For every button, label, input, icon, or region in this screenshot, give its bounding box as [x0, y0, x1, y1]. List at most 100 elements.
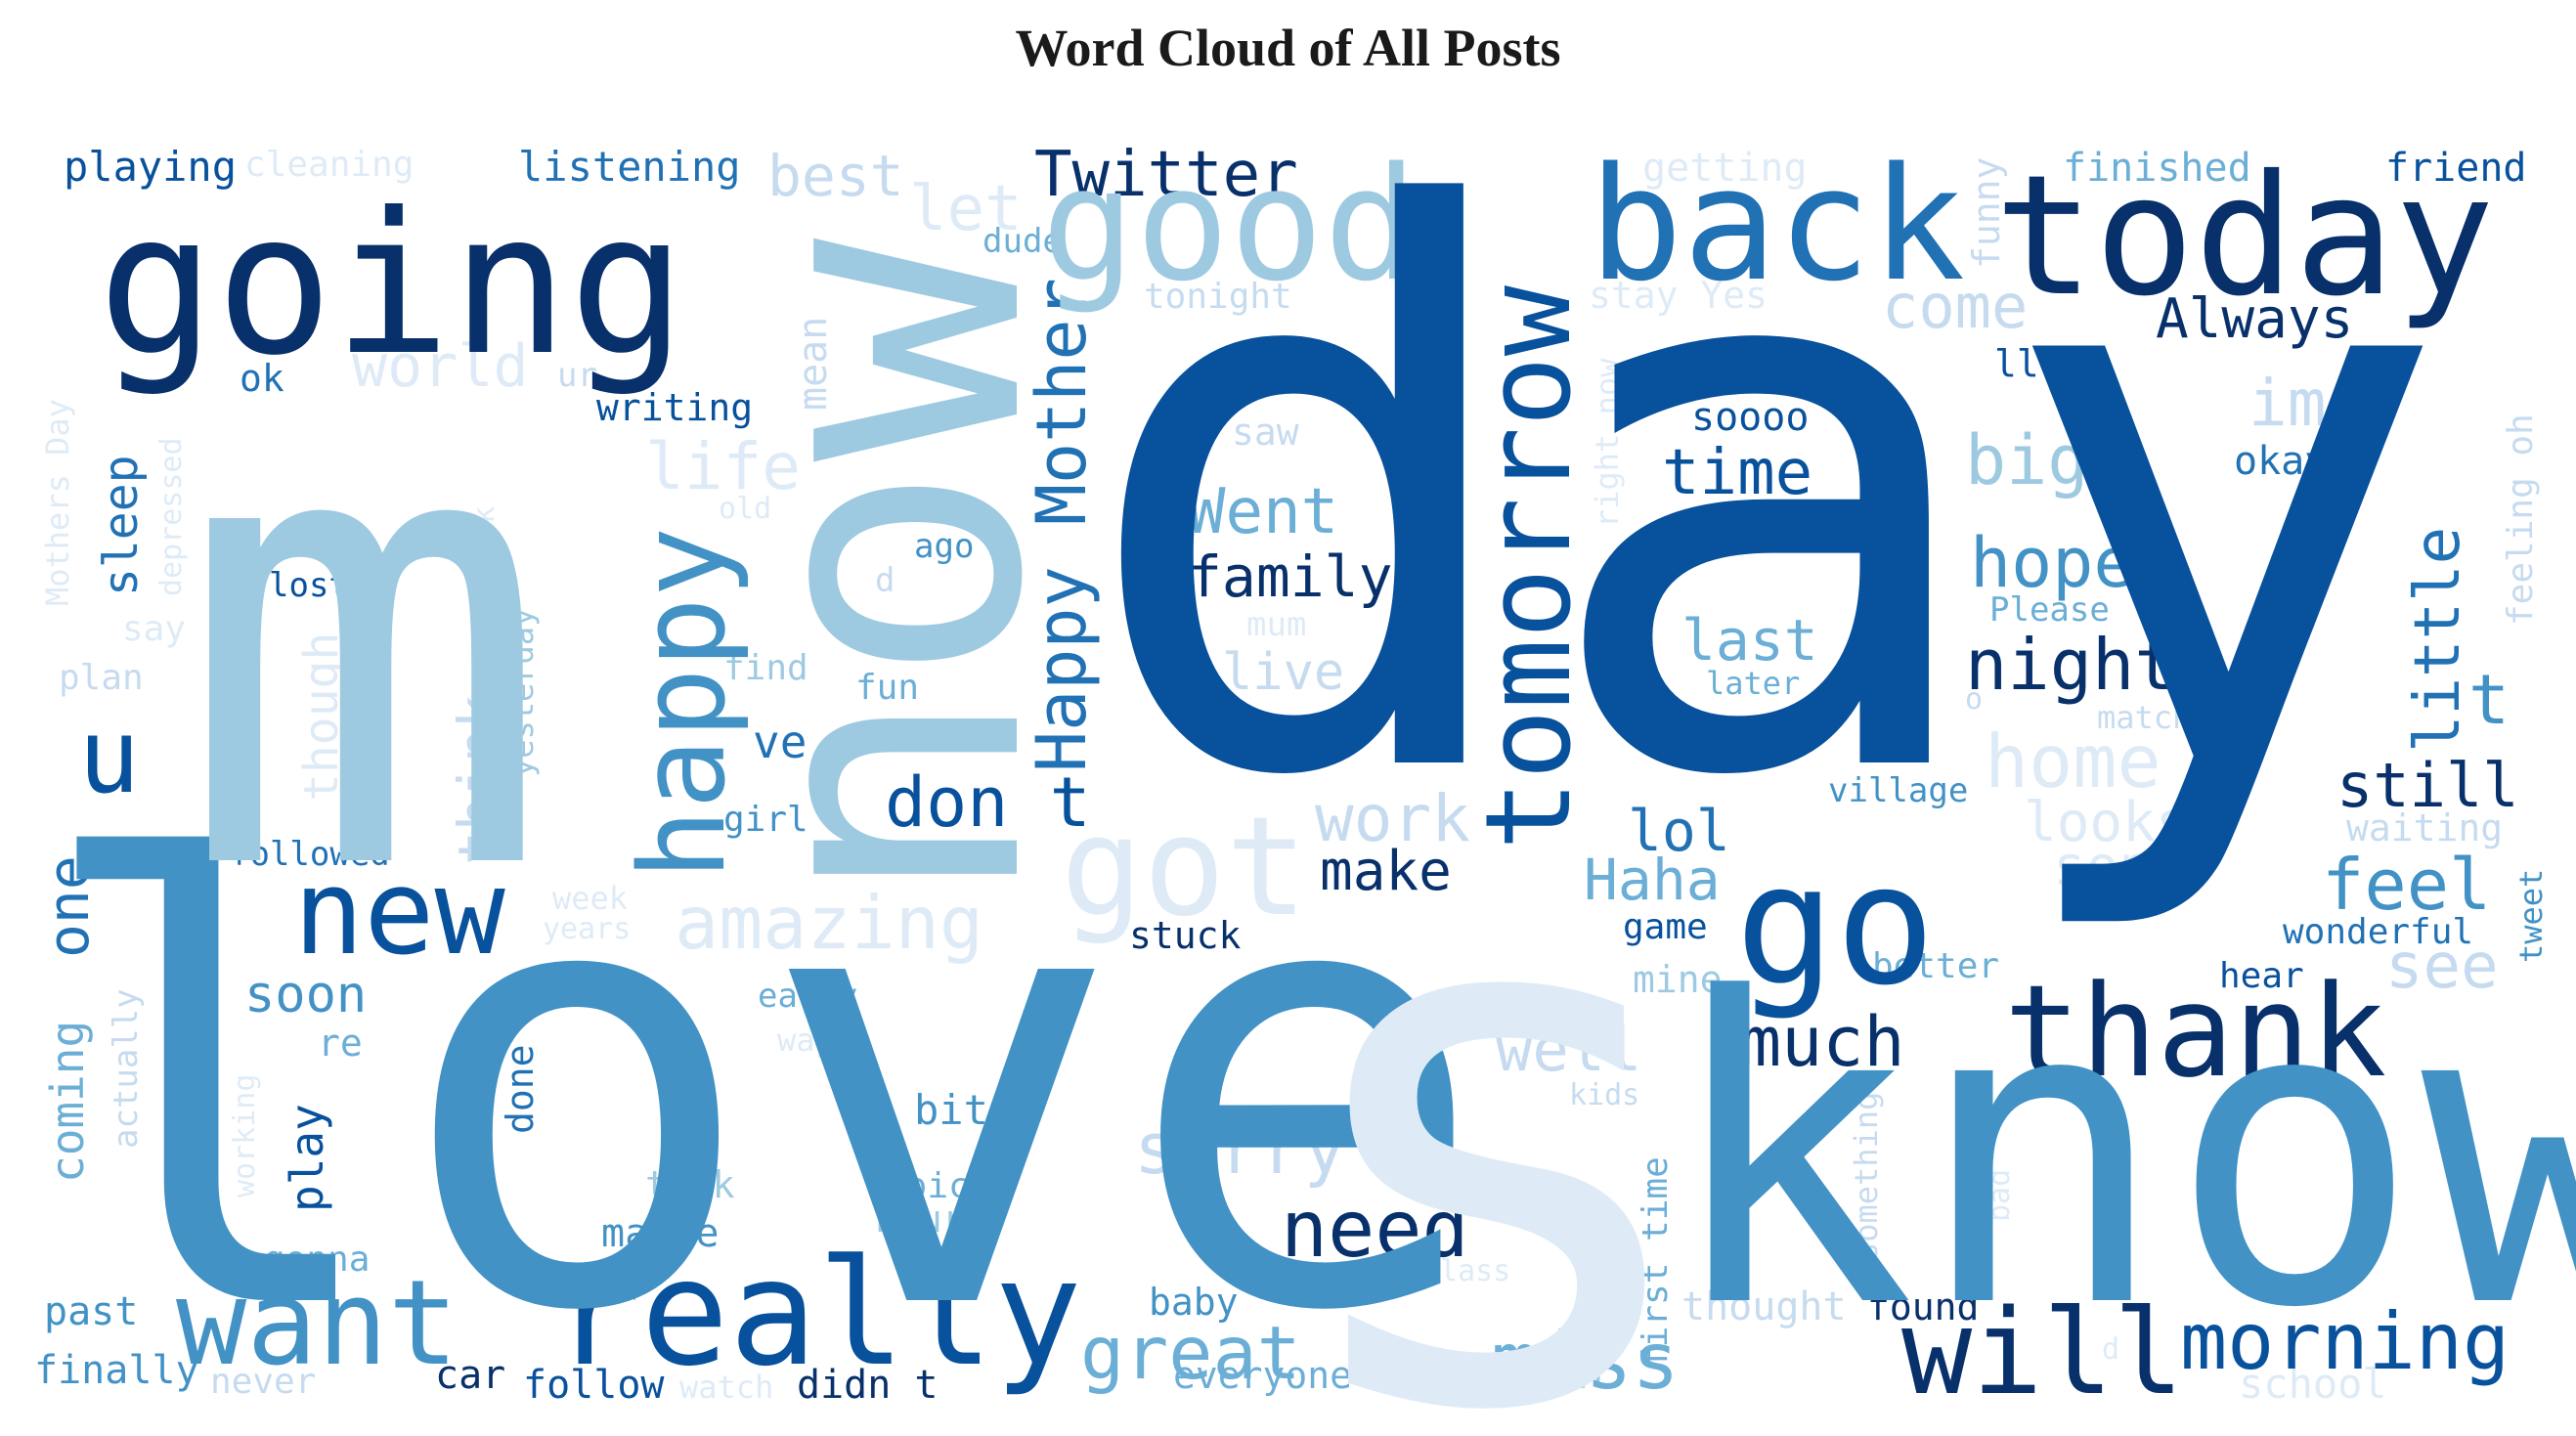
word-friend: friend [2385, 146, 2527, 191]
word-please: Please [1989, 590, 2110, 630]
word-fun: fun [855, 668, 919, 708]
word-twitter: Twitter [1034, 139, 1298, 211]
word-m: m [176, 280, 552, 1008]
word-kids: kids [1569, 1078, 1639, 1112]
word-today: today [1994, 140, 2495, 333]
word-play: play [281, 1104, 333, 1212]
word-match: match [2097, 699, 2191, 736]
word-without: without [1447, 1353, 1612, 1398]
word-soooo: soooo [1691, 395, 1809, 440]
word-now: now [672, 236, 1105, 909]
word-right-now: right now [1589, 358, 1626, 528]
word-morning: morning [2180, 1296, 2510, 1387]
word-buy: buy [2307, 496, 2344, 552]
word-will: will [1901, 1285, 2184, 1421]
word-saw: saw [1232, 411, 1299, 454]
word-tweet: tweet [2512, 869, 2550, 963]
word-ve: ve [753, 716, 807, 768]
word-class: class [1422, 1254, 1510, 1288]
word-voice: voice [885, 1166, 990, 1206]
word-stuck: stuck [1129, 914, 1242, 957]
word-old: old [719, 492, 771, 526]
word-bad: bad [1983, 1169, 2017, 1222]
word-night: night [1965, 624, 2177, 706]
word-girl: girl [723, 800, 808, 840]
word-early: early [758, 977, 857, 1016]
word-d: d [2102, 1332, 2119, 1367]
word-everyone: everyone [1173, 1354, 1352, 1397]
word-tomorrow: tomorrow [1462, 284, 1597, 850]
word-something: something [1848, 1092, 1885, 1261]
word-actually: actually [107, 988, 146, 1149]
word-make: make [1320, 840, 1452, 903]
word-mothers-day: Mothers Day [39, 399, 76, 606]
word-first-time: first time [1636, 1156, 1676, 1369]
word-waiting: waiting [2346, 806, 2503, 849]
word-say: say [122, 609, 186, 649]
word-re: re [318, 1022, 363, 1065]
word-depressed: depressed [154, 437, 189, 596]
word-ok: ok [240, 357, 284, 400]
word-love: love [29, 739, 1489, 1436]
word-done: done [499, 1044, 542, 1134]
word-want: want [176, 1256, 458, 1392]
word-though: though [294, 632, 349, 802]
word-past: past [44, 1289, 138, 1334]
word-ur: ur [557, 356, 597, 395]
word-years: years [543, 912, 631, 946]
word-stay-yes: stay Yes [1589, 274, 1768, 317]
word-world: world [352, 332, 529, 401]
word-people: people [1413, 991, 1554, 1036]
word-getting: getting [1642, 146, 1808, 191]
word-gonna: gonna [264, 1240, 370, 1280]
word-come: come [1882, 271, 2028, 342]
word-playing: playing [64, 143, 237, 191]
word-wonderful: wonderful [2283, 912, 2473, 952]
word-village: village [1828, 771, 1968, 810]
word-listening: listening [518, 143, 741, 191]
word-hope: hope [1970, 523, 2135, 603]
word-watch: watch [679, 1369, 773, 1406]
word-mean: mean [791, 317, 836, 411]
word-mine: mine [1633, 958, 1723, 1001]
word-later: later [1706, 665, 1800, 702]
word-baby: baby [1149, 1281, 1239, 1324]
word-lost: lost [269, 566, 349, 605]
word-followed: followed [230, 835, 390, 874]
chart-title: Word Cloud of All Posts [1015, 19, 1561, 77]
word-im: im [2249, 366, 2326, 441]
word-week: week [552, 880, 628, 917]
word-big: big [1965, 420, 2088, 500]
word-feeling-oh: feeling oh [2501, 413, 2541, 626]
word-funny: funny [1965, 157, 2008, 269]
word-coming: coming [41, 1021, 94, 1183]
word-found: found [1867, 1285, 1979, 1328]
word-let: let [909, 173, 1023, 245]
word-one: one [35, 855, 102, 958]
word-family: family [1188, 544, 1393, 610]
word-happy-mother: Happy Mother [1022, 278, 1102, 772]
word-finally: finally [34, 1348, 199, 1393]
word-school: school [2239, 1360, 2387, 1408]
word-well: well [1496, 1014, 1641, 1085]
word-cleaning: cleaning [244, 145, 414, 185]
word-new: new [293, 846, 505, 981]
word-t: t [2468, 660, 2510, 740]
word-lol: lol [1628, 798, 1730, 864]
word-way: way [777, 1022, 834, 1059]
word-don-t: don t [885, 762, 1091, 843]
word-time: time [1662, 437, 1812, 509]
word-going: going [98, 171, 686, 399]
word-u: u [78, 697, 140, 816]
word-better: better [1872, 946, 1999, 986]
word-working: working [228, 1074, 262, 1197]
word-d: d [875, 561, 895, 600]
word-hour: hour [875, 1197, 965, 1240]
word-happy: happy [616, 527, 752, 880]
word-song: song [2053, 835, 2185, 898]
word-sick: sick [467, 506, 502, 577]
word-plan: plan [59, 658, 144, 698]
word-really: really [552, 1229, 1082, 1399]
word-day: day [1075, 55, 2453, 942]
